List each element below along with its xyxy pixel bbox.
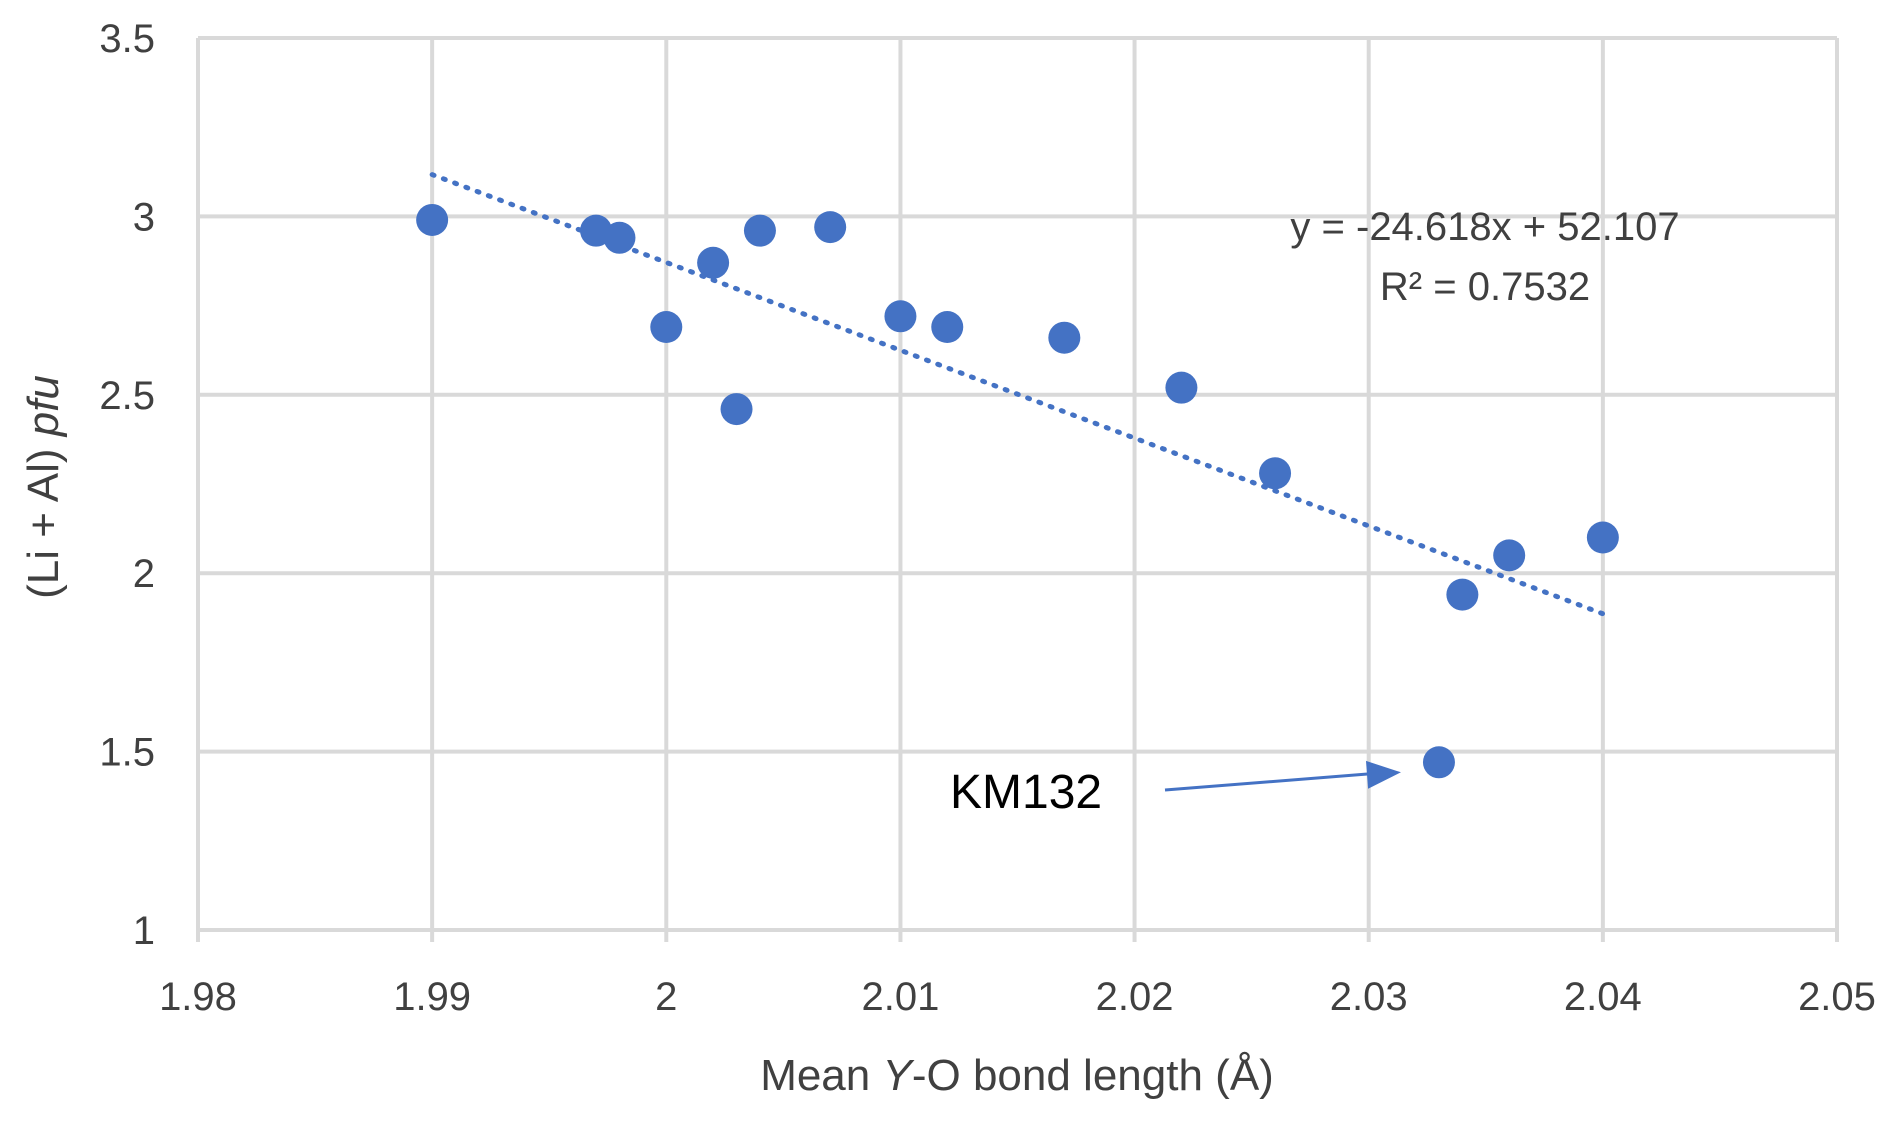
data-points bbox=[416, 203, 1619, 779]
data-point bbox=[416, 203, 449, 236]
data-point bbox=[1048, 321, 1081, 354]
x-tick-labels: 1.98 1.99 2 2.01 2.02 2.03 2.04 2.05 bbox=[159, 975, 1876, 1019]
y-tick-label: 3.5 bbox=[99, 17, 155, 61]
y-axis-label-text: (Li + Al) bbox=[19, 436, 68, 599]
x-axis-label-suffix: -O bond length (Å) bbox=[912, 1051, 1274, 1100]
x-tick-label: 1.98 bbox=[159, 975, 237, 1019]
data-point bbox=[814, 211, 847, 244]
data-point bbox=[1259, 457, 1292, 490]
data-point bbox=[1493, 539, 1526, 572]
km132-label: KM132 bbox=[950, 766, 1102, 819]
x-tick-label: 1.99 bbox=[393, 975, 471, 1019]
data-point bbox=[1165, 371, 1198, 404]
trendline-r2: R² = 0.7532 bbox=[1380, 265, 1590, 309]
y-tick-labels: 1 1.5 2 2.5 3 3.5 bbox=[99, 17, 155, 953]
axes bbox=[196, 38, 1839, 942]
data-point bbox=[931, 311, 964, 344]
data-point bbox=[720, 393, 753, 426]
trendline-equation: y = -24.618x + 52.107 bbox=[1290, 205, 1679, 249]
data-point bbox=[1422, 746, 1455, 779]
data-point bbox=[1586, 521, 1619, 554]
y-tick-label: 3 bbox=[133, 195, 155, 239]
y-axis-label: (Li + Al) pfu bbox=[19, 375, 68, 599]
data-point bbox=[743, 214, 776, 247]
data-point bbox=[1446, 578, 1479, 611]
annotation-arrow-line bbox=[1164, 771, 1378, 792]
x-tick-label: 2.04 bbox=[1564, 975, 1642, 1019]
annotations: y = -24.618x + 52.107 R² = 0.7532 KM132 bbox=[950, 205, 1680, 819]
x-tick-label: 2.02 bbox=[1096, 975, 1174, 1019]
y-tick-label: 1.5 bbox=[99, 731, 155, 775]
x-tick-label: 2.01 bbox=[861, 975, 939, 1019]
data-point bbox=[603, 221, 636, 254]
y-axis-label-unit: pfu bbox=[19, 375, 68, 438]
x-tick-label: 2.05 bbox=[1798, 975, 1876, 1019]
y-tick-label: 2.5 bbox=[99, 374, 155, 418]
data-point bbox=[697, 246, 730, 279]
data-point bbox=[650, 311, 683, 344]
x-axis-label: Mean Y-O bond length (Å) bbox=[760, 1051, 1274, 1100]
x-axis-label-site: Y bbox=[882, 1051, 914, 1100]
x-tick-label: 2 bbox=[655, 975, 677, 1019]
y-tick-label: 2 bbox=[133, 552, 155, 596]
x-tick-label: 2.03 bbox=[1330, 975, 1408, 1019]
y-tick-label: 1 bbox=[133, 909, 155, 953]
data-point bbox=[884, 300, 917, 333]
x-axis-label-prefix: Mean bbox=[760, 1051, 882, 1100]
annotation-arrow-head bbox=[1366, 760, 1401, 789]
